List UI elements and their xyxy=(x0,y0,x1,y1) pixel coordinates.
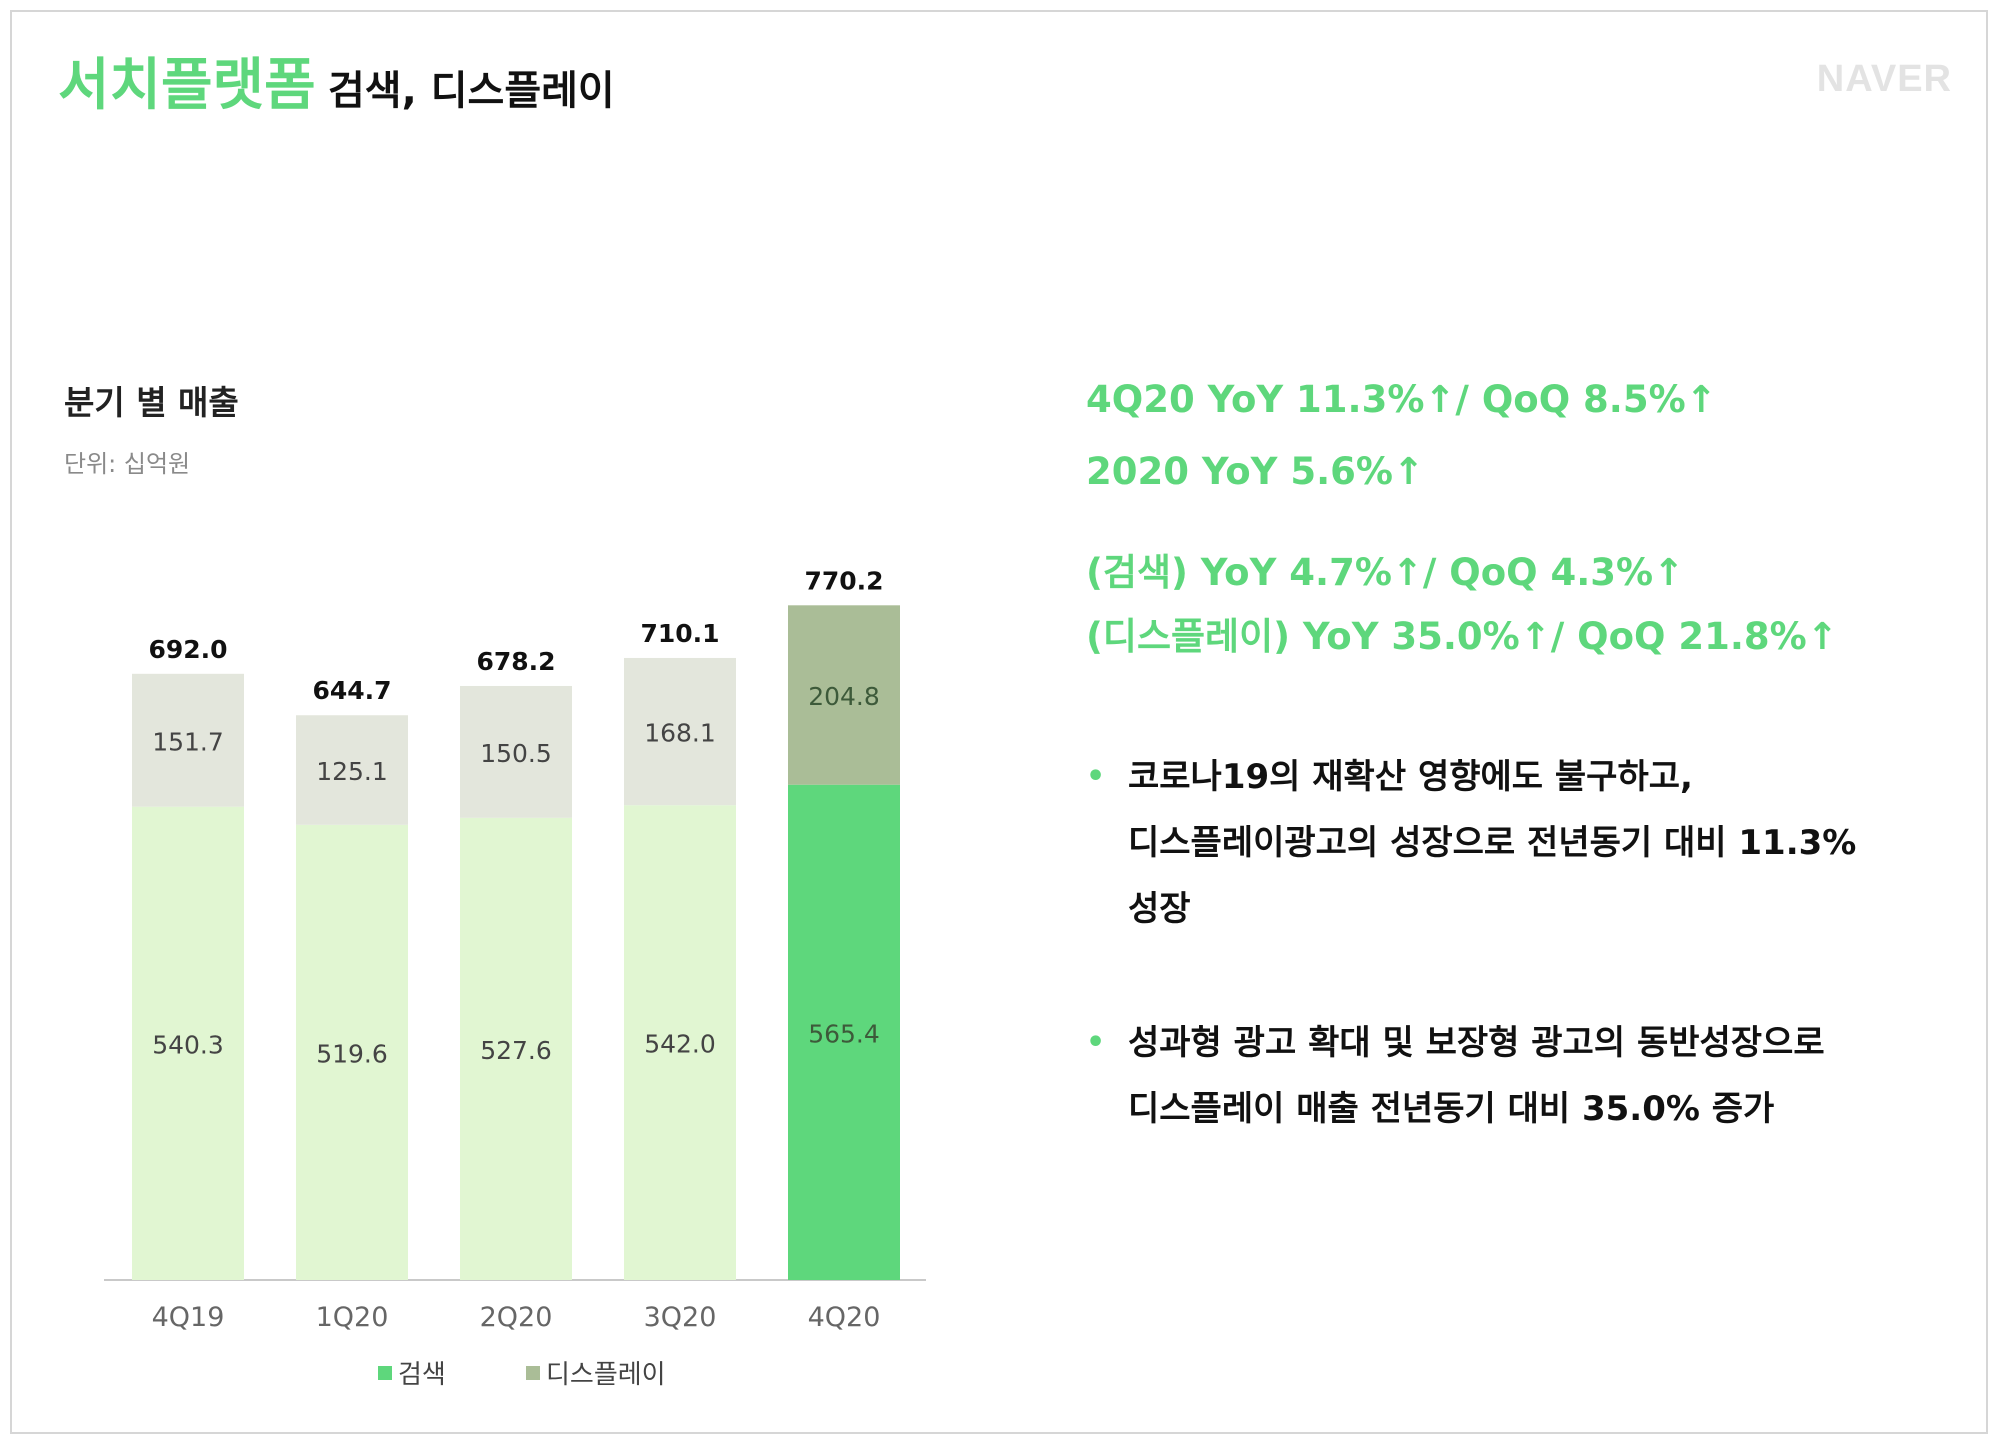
x-tick-label-4Q20: 4Q20 xyxy=(808,1302,881,1333)
bullet-display-increase: • 성과형 광고 확대 및 보장형 광고의 동반성장으로 디스플레이 매출 전년… xyxy=(1086,1010,1926,1150)
page-title: 서치플랫폼 xyxy=(58,53,316,118)
bullet-marker: • xyxy=(1086,1025,1106,1060)
bar-search-2Q20 xyxy=(460,817,572,1280)
bar-search-4Q19 xyxy=(132,806,244,1280)
bullet-line: 디스플레이광고의 성장으로 전년동기 대비 11.3% xyxy=(1128,823,1857,863)
chart-legend: 검색 디스플레이 xyxy=(0,1354,1000,1391)
data-label-display-2Q20: 150.5 xyxy=(480,739,552,768)
metric-annual-yoy: 2020 YoY 5.6%↑ xyxy=(1086,450,1424,493)
bar-display-3Q20 xyxy=(624,657,736,806)
stacked-bar-chart: 540.3 151.7 692.0 4Q19 519.6 125.1 644.7 1Q20 52… xyxy=(104,566,926,1333)
metric-search-growth: (검색) YoY 4.7%↑/ QoQ 4.3%↑ xyxy=(1086,551,1685,594)
data-label-search-3Q20: 542.0 xyxy=(644,1030,716,1059)
chart-unit-label: 단위: 십억원 xyxy=(64,450,191,478)
metric-total-yoy-qoq: 4Q20 YoY 11.3%↑/ QoQ 8.5%↑ xyxy=(1086,378,1717,421)
bullet-text: 성과형 광고 확대 및 보장형 광고의 동반성장으로 디스플레이 매출 전년동기… xyxy=(1128,1010,1928,1142)
legend-label-search: 검색 xyxy=(398,1360,446,1390)
data-label-search-1Q20: 519.6 xyxy=(316,1039,388,1068)
bullet-covid-growth: • 코로나19의 재확산 영향에도 불구하고, 디스플레이광고의 성장으로 전년… xyxy=(1086,744,1926,944)
total-label-4Q19: 692.0 xyxy=(148,635,227,664)
bar-display-4Q19 xyxy=(132,673,244,807)
total-label-1Q20: 644.7 xyxy=(312,676,391,705)
total-label-2Q20: 678.2 xyxy=(476,647,555,676)
chart-heading: 분기 별 매출 xyxy=(64,383,239,422)
total-label-3Q20: 710.1 xyxy=(640,619,719,648)
legend-swatch-display xyxy=(526,1365,540,1380)
bar-display-4Q20 xyxy=(788,605,900,785)
legend-item-display: 디스플레이 xyxy=(526,1354,666,1391)
data-label-display-4Q20: 204.8 xyxy=(808,682,880,711)
data-label-search-4Q19: 540.3 xyxy=(152,1030,224,1059)
bar-display-1Q20 xyxy=(296,715,408,825)
bullet-line: 코로나19의 재확산 영향에도 불구하고, xyxy=(1128,757,1693,797)
data-label-display-1Q20: 125.1 xyxy=(316,757,388,786)
bar-search-1Q20 xyxy=(296,824,408,1280)
bullet-line: 디스플레이 매출 전년동기 대비 35.0% 증가 xyxy=(1128,1089,1775,1129)
bar-display-2Q20 xyxy=(460,685,572,818)
bar-search-3Q20 xyxy=(624,805,736,1280)
x-tick-label-4Q19: 4Q19 xyxy=(152,1302,225,1333)
bullet-line: 성장 xyxy=(1128,889,1191,929)
bullet-marker: • xyxy=(1086,759,1106,794)
legend-item-search: 검색 xyxy=(378,1354,446,1391)
bullet-line: 성과형 광고 확대 및 보장형 광고의 동반성장으로 xyxy=(1128,1023,1825,1063)
data-label-display-4Q19: 151.7 xyxy=(152,727,224,756)
x-tick-label-2Q20: 2Q20 xyxy=(480,1302,553,1333)
naver-logo: NAVER xyxy=(1816,58,1952,100)
legend-label-display: 디스플레이 xyxy=(546,1360,666,1390)
total-label-4Q20: 770.2 xyxy=(804,566,883,595)
data-label-search-2Q20: 527.6 xyxy=(480,1036,552,1065)
x-tick-label-3Q20: 3Q20 xyxy=(644,1302,717,1333)
data-label-display-3Q20: 168.1 xyxy=(644,719,716,748)
bar-search-4Q20 xyxy=(788,784,900,1280)
legend-swatch-search xyxy=(378,1365,392,1380)
page-subtitle: 검색, 디스플레이 xyxy=(328,68,615,114)
metric-display-growth: (디스플레이) YoY 35.0%↑/ QoQ 21.8%↑ xyxy=(1086,615,1838,658)
bullet-text: 코로나19의 재확산 영향에도 불구하고, 디스플레이광고의 성장으로 전년동기… xyxy=(1128,744,1928,942)
data-label-search-4Q20: 565.4 xyxy=(808,1019,880,1048)
x-tick-label-1Q20: 1Q20 xyxy=(316,1302,389,1333)
